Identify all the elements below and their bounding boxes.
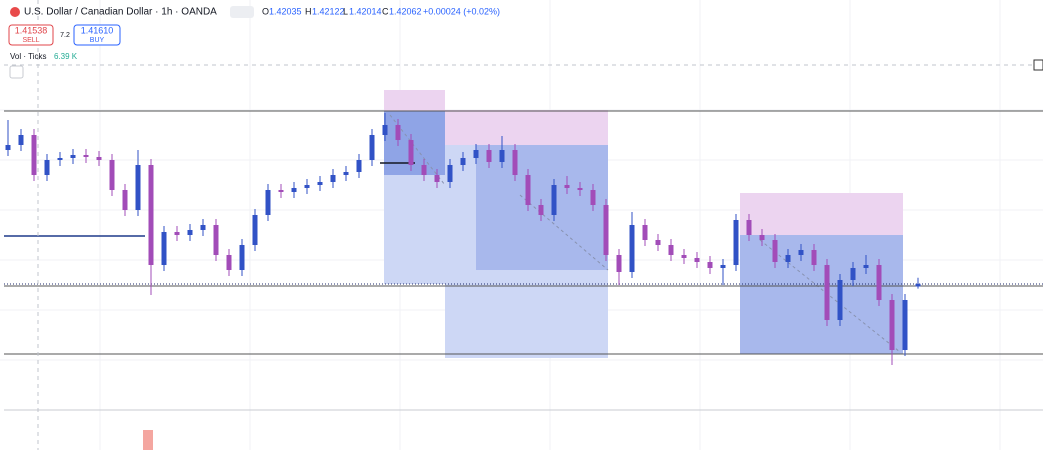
- o-label: O: [262, 6, 269, 16]
- candle-body: [642, 225, 648, 240]
- candle-body: [44, 160, 50, 175]
- volume-label: Vol · Ticks: [10, 52, 46, 61]
- candle-body: [460, 158, 466, 165]
- candle-body: [538, 205, 544, 215]
- candle-body: [200, 225, 206, 230]
- candle-body: [876, 265, 882, 300]
- l-value: 1.42014: [349, 6, 382, 16]
- candle-body: [278, 190, 284, 192]
- l-label: L: [343, 6, 348, 16]
- candle-body: [356, 160, 362, 172]
- sell-label: SELL: [22, 37, 39, 44]
- position-tools: [384, 90, 903, 358]
- candle-body: [187, 230, 193, 235]
- sell-price: 1.41538: [15, 25, 48, 35]
- candle-body: [317, 182, 323, 185]
- candle-body: [18, 135, 24, 145]
- candle-body: [265, 190, 271, 215]
- toggle[interactable]: [230, 6, 254, 18]
- candle-body: [746, 220, 752, 235]
- candle-body: [798, 250, 804, 255]
- candle-body: [291, 188, 297, 192]
- header: U.S. Dollar / Canadian Dollar · 1h · OAN…: [8, 6, 500, 79]
- c-label: C: [382, 6, 389, 16]
- candle-body: [31, 135, 37, 175]
- candle-body: [499, 150, 505, 162]
- candle-body: [824, 265, 830, 320]
- candle-body: [733, 220, 739, 265]
- candle-body: [447, 165, 453, 182]
- candle-body: [616, 255, 622, 272]
- candle-body: [577, 188, 583, 190]
- candle-body: [252, 215, 258, 245]
- candle-body: [772, 240, 778, 262]
- candle-body: [720, 265, 726, 268]
- buy-price: 1.41610: [81, 25, 114, 35]
- candle-body: [343, 172, 349, 175]
- candle-body: [369, 135, 375, 160]
- candle-body: [486, 150, 492, 162]
- candle-body: [213, 225, 219, 255]
- candle-body: [902, 300, 908, 350]
- candle-body: [473, 150, 479, 158]
- candle-body: [382, 125, 388, 135]
- h-value: 1.42122: [312, 6, 345, 16]
- volume-value: 6.39 K: [54, 52, 78, 61]
- buy-label: BUY: [90, 37, 105, 44]
- candle-body: [57, 158, 63, 160]
- symbol: U.S. Dollar / Canadian Dollar · 1h · OAN…: [24, 7, 217, 18]
- change: +0.00024 (+0.02%): [423, 6, 500, 16]
- candle-body: [785, 255, 791, 262]
- drawn-levels: [4, 0, 1043, 450]
- candle-body: [174, 232, 180, 235]
- candle-body: [837, 280, 843, 320]
- candle-body: [850, 268, 856, 280]
- collapse-button[interactable]: [9, 65, 24, 79]
- candle-body: [681, 255, 687, 258]
- candle-body: [759, 235, 765, 240]
- candle-body: [512, 150, 518, 175]
- candle-body: [694, 258, 700, 262]
- candle-body: [811, 250, 817, 265]
- candle-body: [109, 160, 115, 190]
- candle-body: [5, 145, 11, 150]
- candle-body: [70, 155, 76, 158]
- candles: [5, 113, 921, 365]
- spread: 7.2: [60, 32, 70, 39]
- candle-body: [83, 155, 89, 157]
- sell-button[interactable]: [8, 24, 54, 46]
- candle-body: [889, 300, 895, 350]
- candle-body: [135, 165, 141, 210]
- symbol-icon: [10, 7, 20, 17]
- candle-body: [629, 225, 635, 272]
- c-value: 1.42062: [389, 6, 422, 16]
- candle-body: [603, 205, 609, 255]
- candle-body: [161, 232, 167, 265]
- candle-body: [421, 165, 427, 175]
- candle-body: [525, 175, 531, 205]
- candle-body: [148, 165, 154, 265]
- candle-body: [707, 262, 713, 268]
- candle-body: [434, 175, 440, 182]
- candle-body: [239, 245, 245, 270]
- candle-body: [304, 185, 310, 188]
- buy-button[interactable]: [73, 24, 121, 46]
- candle-body: [668, 245, 674, 255]
- candle-body: [863, 265, 869, 268]
- candle-body: [655, 240, 661, 245]
- candle-body: [395, 125, 401, 140]
- candle-body: [96, 157, 102, 160]
- candle-body: [915, 283, 921, 287]
- candle-body: [330, 175, 336, 182]
- candle-body: [590, 190, 596, 205]
- candle-body: [551, 185, 557, 215]
- o-value: 1.42035: [269, 6, 302, 16]
- candle-body: [226, 255, 232, 270]
- candle-body: [122, 190, 128, 210]
- h-label: H: [305, 6, 312, 16]
- candle-body: [564, 185, 570, 188]
- candle-body: [408, 140, 414, 165]
